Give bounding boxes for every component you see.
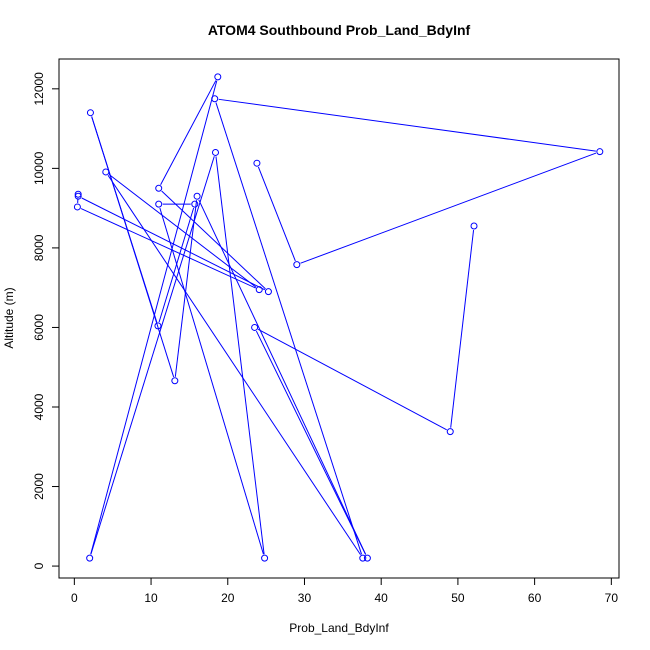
series-layer xyxy=(73,73,604,562)
series-segment xyxy=(257,166,296,262)
x-axis-label: Prob_Land_BdyInf xyxy=(289,621,389,635)
data-point xyxy=(264,288,272,296)
data-point xyxy=(255,286,263,294)
data-point xyxy=(154,322,162,330)
data-point xyxy=(470,222,478,230)
data-point xyxy=(211,148,219,156)
plot-frame xyxy=(58,58,620,579)
series-segment xyxy=(215,156,265,555)
data-point xyxy=(596,148,604,156)
data-point xyxy=(102,168,110,176)
data-point xyxy=(363,554,371,562)
data-point xyxy=(86,554,94,562)
series-segment xyxy=(160,80,217,185)
y-tick-label: 0 xyxy=(32,562,46,569)
data-point xyxy=(73,203,81,211)
data-point xyxy=(261,554,269,562)
x-tick-label: 10 xyxy=(144,591,158,605)
series-segment xyxy=(158,207,195,323)
data-point xyxy=(86,109,94,117)
y-tick-label: 8000 xyxy=(32,234,46,261)
x-tick-label: 40 xyxy=(375,591,389,605)
series-segment xyxy=(257,328,447,431)
data-point xyxy=(74,192,82,200)
data-point xyxy=(359,554,367,562)
data-point xyxy=(211,95,219,103)
y-tick-label: 6000 xyxy=(32,314,46,341)
data-point xyxy=(214,73,222,81)
x-tick-label: 0 xyxy=(71,591,78,605)
x-tick-label: 30 xyxy=(298,591,312,605)
data-point xyxy=(191,200,199,208)
y-tick-label: 2000 xyxy=(32,473,46,500)
data-point xyxy=(155,184,163,192)
series-segment xyxy=(215,102,363,555)
x-axis: 0 10 20 30 40 50 60 70 xyxy=(71,578,618,605)
series-segment xyxy=(81,197,266,291)
series-segment xyxy=(80,208,256,289)
y-tick-label: 12000 xyxy=(32,72,46,106)
y-axis-label: Altitude (m) xyxy=(2,287,16,348)
series-segment xyxy=(161,190,266,290)
series-segment xyxy=(107,175,361,556)
chart-title: ATOM4 Southbound Prob_Land_BdyInf xyxy=(208,22,471,38)
x-tick-label: 60 xyxy=(528,591,542,605)
series-segment xyxy=(255,330,367,555)
data-point xyxy=(193,192,201,200)
x-tick-label: 20 xyxy=(221,591,235,605)
data-point xyxy=(74,190,82,198)
series-segment xyxy=(90,80,218,555)
data-point xyxy=(253,159,261,167)
data-point xyxy=(251,323,259,331)
series-segment xyxy=(174,200,198,377)
series-segment xyxy=(300,152,597,264)
series-segment xyxy=(198,199,367,555)
x-tick-label: 50 xyxy=(451,591,465,605)
series-segment xyxy=(450,229,475,428)
series-segment xyxy=(108,173,257,288)
series-segment xyxy=(159,207,264,555)
y-tick-label: 10000 xyxy=(32,151,46,185)
data-point xyxy=(171,377,179,385)
series-segment xyxy=(218,98,596,152)
y-tick-label: 4000 xyxy=(32,393,46,420)
series-segment xyxy=(90,156,215,555)
data-point xyxy=(155,200,163,208)
y-axis: 0 2000 4000 6000 8000 10000 12000 xyxy=(32,72,59,569)
data-point xyxy=(446,428,454,436)
x-tick-label: 70 xyxy=(605,591,619,605)
data-point xyxy=(293,261,301,269)
